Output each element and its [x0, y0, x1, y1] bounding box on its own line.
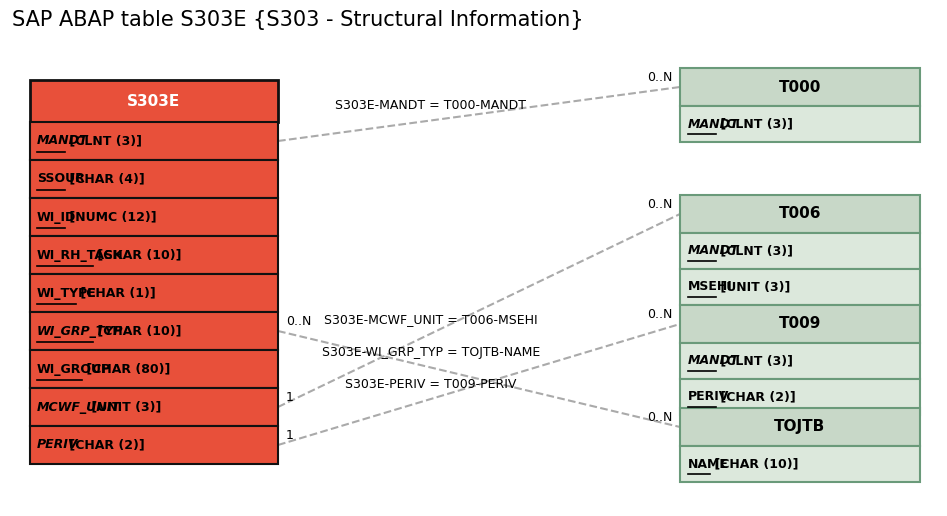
FancyBboxPatch shape [30, 122, 278, 160]
FancyBboxPatch shape [30, 198, 278, 236]
FancyBboxPatch shape [680, 343, 920, 379]
Text: MANDT: MANDT [688, 354, 740, 367]
Text: NAME: NAME [688, 458, 729, 471]
FancyBboxPatch shape [30, 426, 278, 464]
FancyBboxPatch shape [680, 305, 920, 343]
FancyBboxPatch shape [680, 195, 920, 233]
FancyBboxPatch shape [30, 388, 278, 426]
Text: [CLNT (3)]: [CLNT (3)] [716, 118, 793, 131]
Text: WI_TYPE: WI_TYPE [37, 286, 97, 299]
Text: 0..N: 0..N [286, 315, 312, 328]
Text: T000: T000 [778, 79, 821, 94]
Text: [UNIT (3)]: [UNIT (3)] [716, 281, 791, 294]
Text: [NUMC (12)]: [NUMC (12)] [65, 211, 156, 223]
Text: SAP ABAP table S303E {S303 - Structural Information}: SAP ABAP table S303E {S303 - Structural … [12, 10, 583, 30]
Text: S303E: S303E [128, 93, 181, 108]
Text: 1: 1 [286, 391, 294, 404]
Text: [CHAR (10)]: [CHAR (10)] [710, 458, 799, 471]
Text: [CHAR (1)]: [CHAR (1)] [76, 286, 156, 299]
Text: [CHAR (2)]: [CHAR (2)] [65, 439, 145, 452]
FancyBboxPatch shape [680, 269, 920, 305]
Text: [UNIT (3)]: [UNIT (3)] [87, 400, 162, 413]
FancyBboxPatch shape [680, 408, 920, 446]
Text: [CLNT (3)]: [CLNT (3)] [716, 245, 793, 257]
FancyBboxPatch shape [30, 236, 278, 274]
Text: MSEHI: MSEHI [688, 281, 733, 294]
Text: S303E-MCWF_UNIT = T006-MSEHI: S303E-MCWF_UNIT = T006-MSEHI [324, 313, 538, 326]
FancyBboxPatch shape [30, 160, 278, 198]
Text: 0..N: 0..N [647, 198, 672, 211]
FancyBboxPatch shape [30, 350, 278, 388]
Text: PERIV: PERIV [688, 391, 729, 404]
Text: [CHAR (2)]: [CHAR (2)] [716, 391, 795, 404]
Text: [CLNT (3)]: [CLNT (3)] [716, 354, 793, 367]
Text: [CLNT (3)]: [CLNT (3)] [65, 135, 142, 148]
Text: S303E-WI_GRP_TYP = TOJTB-NAME: S303E-WI_GRP_TYP = TOJTB-NAME [322, 346, 540, 360]
Text: S303E-PERIV = T009-PERIV: S303E-PERIV = T009-PERIV [345, 378, 516, 391]
Text: 0..N: 0..N [647, 71, 672, 84]
FancyBboxPatch shape [680, 379, 920, 415]
Text: TOJTB: TOJTB [775, 420, 826, 434]
Text: T009: T009 [778, 316, 821, 331]
FancyBboxPatch shape [30, 312, 278, 350]
FancyBboxPatch shape [680, 233, 920, 269]
Text: 0..N: 0..N [647, 308, 672, 321]
Text: MANDT: MANDT [37, 135, 88, 148]
FancyBboxPatch shape [680, 106, 920, 142]
FancyBboxPatch shape [30, 80, 278, 122]
FancyBboxPatch shape [30, 274, 278, 312]
Text: [CHAR (80)]: [CHAR (80)] [81, 363, 170, 376]
FancyBboxPatch shape [680, 446, 920, 482]
Text: 0..N: 0..N [647, 411, 672, 424]
Text: WI_GROUP: WI_GROUP [37, 363, 111, 376]
Text: PERIV: PERIV [37, 439, 79, 452]
Text: 1: 1 [286, 429, 294, 442]
Text: MCWF_UNIT: MCWF_UNIT [37, 400, 121, 413]
Text: MANDT: MANDT [688, 245, 740, 257]
Text: SSOUR: SSOUR [37, 172, 84, 185]
Text: WI_ID: WI_ID [37, 211, 77, 223]
Text: WI_GRP_TYP: WI_GRP_TYP [37, 325, 123, 337]
Text: T006: T006 [778, 206, 821, 221]
Text: MANDT: MANDT [688, 118, 740, 131]
Text: [CHAR (4)]: [CHAR (4)] [65, 172, 145, 185]
Text: WI_RH_TASK: WI_RH_TASK [37, 249, 124, 262]
Text: [CHAR (10)]: [CHAR (10)] [93, 249, 181, 262]
FancyBboxPatch shape [680, 68, 920, 106]
Text: [CHAR (10)]: [CHAR (10)] [93, 325, 181, 337]
Text: S303E-MANDT = T000-MANDT: S303E-MANDT = T000-MANDT [335, 100, 527, 112]
